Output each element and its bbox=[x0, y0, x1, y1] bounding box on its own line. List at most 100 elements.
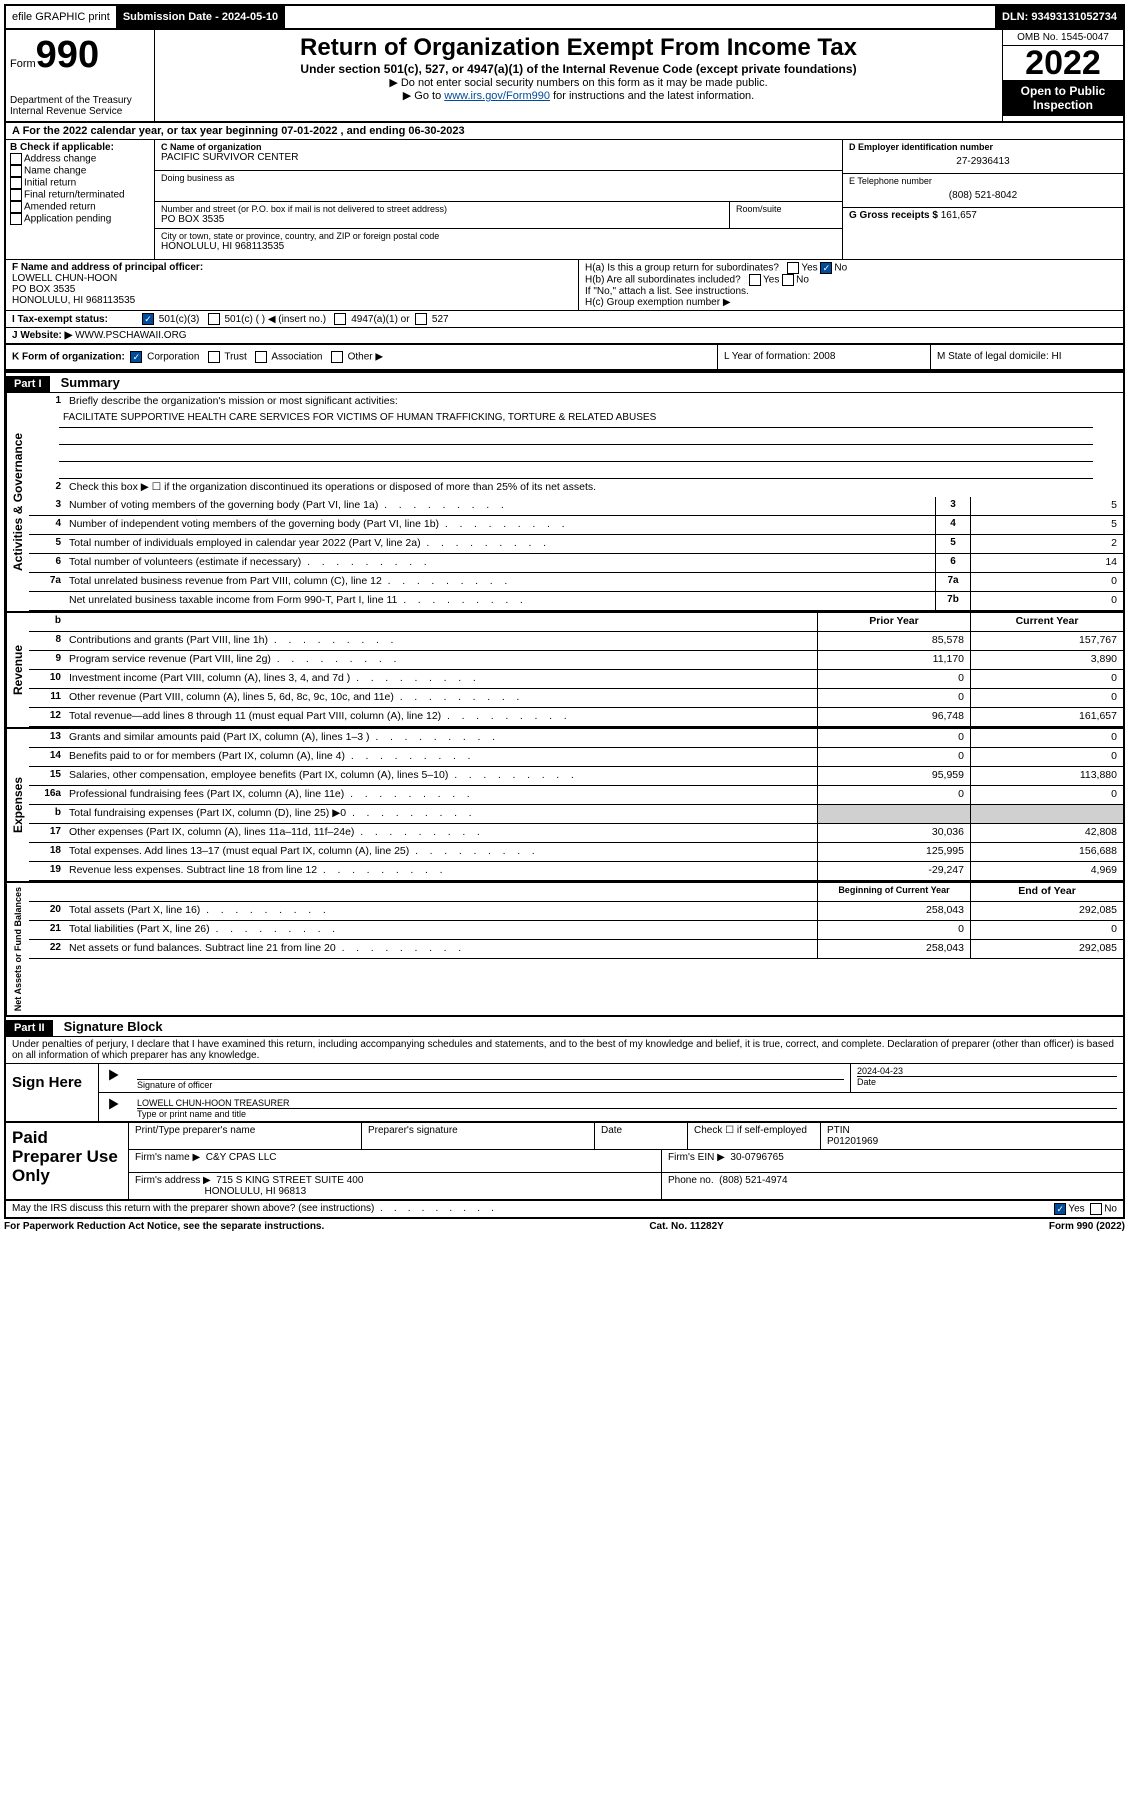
hdr-b: b bbox=[29, 613, 65, 631]
chk-501c[interactable] bbox=[208, 313, 220, 325]
note2-pre: ▶ Go to bbox=[403, 90, 444, 102]
officer-addr2: HONOLULU, HI 968113535 bbox=[12, 295, 572, 306]
table-row: 8Contributions and grants (Part VIII, li… bbox=[29, 632, 1123, 651]
mission-blank1 bbox=[59, 428, 1093, 445]
mission-blank3 bbox=[59, 462, 1093, 479]
sign-right: ⯈ Signature of officer 2024-04-23 Date ⯈… bbox=[99, 1064, 1123, 1121]
tel-label: E Telephone number bbox=[849, 176, 1117, 186]
chk-corp[interactable] bbox=[130, 351, 142, 363]
org-name-label: C Name of organization bbox=[161, 142, 836, 152]
firm-addr-cell: Firm's address ▶ 715 S KING STREET SUITE… bbox=[129, 1173, 662, 1199]
part1-title: Summary bbox=[53, 373, 128, 392]
chk-initial-return[interactable]: Initial return bbox=[10, 177, 150, 189]
chk-app-pending[interactable]: Application pending bbox=[10, 213, 150, 225]
firm-phone: (808) 521-4974 bbox=[719, 1175, 787, 1186]
table-row: 13Grants and similar amounts paid (Part … bbox=[29, 729, 1123, 748]
row-j-website: J Website: ▶ WWW.PSCHAWAII.ORG bbox=[4, 328, 1125, 344]
ptin-value: P01201969 bbox=[827, 1136, 878, 1147]
officer-name: LOWELL CHUN-HOON bbox=[12, 273, 572, 284]
firm-name: C&Y CPAS LLC bbox=[206, 1152, 277, 1163]
hdr-prior-year: Prior Year bbox=[817, 613, 970, 631]
chk-label: Final return/terminated bbox=[24, 190, 125, 201]
dln-label: DLN: 93493131052734 bbox=[996, 6, 1123, 28]
firm-phone-label: Phone no. bbox=[668, 1175, 714, 1186]
chk-label: Name change bbox=[24, 166, 86, 177]
tax-status-label: I Tax-exempt status: bbox=[12, 314, 142, 325]
chk-501c3[interactable] bbox=[142, 313, 154, 325]
addr-label: Number and street (or P.O. box if mail i… bbox=[161, 204, 723, 214]
form-ref: Form 990 (2022) bbox=[1049, 1221, 1125, 1232]
form-title: Return of Organization Exempt From Incom… bbox=[163, 34, 994, 62]
preparer-name-hdr: Print/Type preparer's name bbox=[129, 1123, 362, 1149]
opt-527: 527 bbox=[432, 314, 449, 325]
form-of-org: K Form of organization: Corporation Trus… bbox=[6, 345, 718, 369]
ptin-cell: PTIN P01201969 bbox=[821, 1123, 1123, 1149]
org-name-cell: C Name of organization PACIFIC SURVIVOR … bbox=[155, 140, 842, 171]
ha-row: H(a) Is this a group return for subordin… bbox=[585, 262, 1117, 274]
top-bar: efile GRAPHIC print Submission Date - 20… bbox=[4, 4, 1125, 30]
chk-other[interactable] bbox=[331, 351, 343, 363]
table-row: 5Total number of individuals employed in… bbox=[29, 535, 1123, 554]
discuss-row: May the IRS discuss this return with the… bbox=[4, 1201, 1125, 1219]
opt-assoc: Association bbox=[271, 352, 322, 363]
governance-body: 1 Briefly describe the organization's mi… bbox=[29, 393, 1123, 611]
table-row: 11Other revenue (Part VIII, column (A), … bbox=[29, 689, 1123, 708]
line-1: 1 Briefly describe the organization's mi… bbox=[29, 393, 1123, 411]
hb-row: H(b) Are all subordinates included? Yes … bbox=[585, 274, 1117, 286]
hdr-spacer bbox=[65, 613, 817, 631]
hdr-current-year: Current Year bbox=[970, 613, 1123, 631]
form-header: Form990 Department of the Treasury Inter… bbox=[4, 30, 1125, 123]
perjury-declaration: Under penalties of perjury, I declare th… bbox=[4, 1037, 1125, 1064]
website-label: J Website: ▶ bbox=[12, 330, 72, 341]
chk-amended[interactable]: Amended return bbox=[10, 201, 150, 213]
header-right: OMB No. 1545-0047 2022 Open to Public In… bbox=[1002, 30, 1123, 121]
header-center: Return of Organization Exempt From Incom… bbox=[155, 30, 1002, 121]
submission-date-button[interactable]: Submission Date - 2024-05-10 bbox=[117, 6, 285, 28]
hdr-end: End of Year bbox=[970, 883, 1123, 901]
chk-assoc[interactable] bbox=[255, 351, 267, 363]
spacer bbox=[285, 6, 996, 28]
net-assets-block: Net Assets or Fund Balances Beginning of… bbox=[4, 883, 1125, 1017]
form-word: Form bbox=[10, 58, 36, 70]
chk-trust[interactable] bbox=[208, 351, 220, 363]
side-expenses: Expenses bbox=[6, 729, 29, 881]
paid-row-2: Firm's name ▶ C&Y CPAS LLC Firm's EIN ▶ … bbox=[129, 1150, 1123, 1173]
section-bcd: B Check if applicable: Address change Na… bbox=[4, 140, 1125, 259]
table-row: 12Total revenue—add lines 8 through 11 (… bbox=[29, 708, 1123, 727]
row-f: F Name and address of principal officer:… bbox=[4, 259, 1125, 310]
form-subtitle: Under section 501(c), 527, or 4947(a)(1)… bbox=[163, 62, 994, 76]
note1: ▶ Do not enter social security numbers o… bbox=[163, 76, 994, 89]
irs-link[interactable]: www.irs.gov/Form990 bbox=[444, 90, 550, 102]
address-cell: Number and street (or P.O. box if mail i… bbox=[155, 202, 842, 229]
tel-value: (808) 521-8042 bbox=[849, 186, 1117, 205]
irs-label: Internal Revenue Service bbox=[10, 106, 150, 117]
paperwork-notice: For Paperwork Reduction Act Notice, see … bbox=[4, 1221, 324, 1232]
chk-4947[interactable] bbox=[334, 313, 346, 325]
officer-addr1: PO BOX 3535 bbox=[12, 284, 572, 295]
chk-address-change[interactable]: Address change bbox=[10, 153, 150, 165]
part2-title: Signature Block bbox=[56, 1017, 171, 1036]
ein-value: 27-2936413 bbox=[849, 152, 1117, 171]
paid-row-3: Firm's address ▶ 715 S KING STREET SUITE… bbox=[129, 1173, 1123, 1199]
chk-label: Address change bbox=[24, 154, 96, 165]
header-left: Form990 Department of the Treasury Inter… bbox=[6, 30, 155, 121]
chk-527[interactable] bbox=[415, 313, 427, 325]
sign-section: Sign Here ⯈ Signature of officer 2024-04… bbox=[4, 1064, 1125, 1123]
chk-name-change[interactable]: Name change bbox=[10, 165, 150, 177]
table-row: 20Total assets (Part X, line 16)258,0432… bbox=[29, 902, 1123, 921]
room-label: Room/suite bbox=[730, 202, 842, 228]
revenue-block: Revenue b Prior Year Current Year 8Contr… bbox=[4, 613, 1125, 729]
dept-label: Department of the Treasury bbox=[10, 95, 150, 106]
form-number: Form990 bbox=[10, 34, 150, 77]
hdr-beginning: Beginning of Current Year bbox=[817, 883, 970, 901]
table-row: 16aProfessional fundraising fees (Part I… bbox=[29, 786, 1123, 805]
gross-value: 161,657 bbox=[941, 210, 977, 221]
dba-cell: Doing business as bbox=[155, 171, 842, 202]
part2-header-row: Part II Signature Block bbox=[4, 1017, 1125, 1037]
sig-date-label: Date bbox=[857, 1076, 1117, 1087]
chk-final-return[interactable]: Final return/terminated bbox=[10, 189, 150, 201]
table-row: 22Net assets or fund balances. Subtract … bbox=[29, 940, 1123, 959]
side-governance: Activities & Governance bbox=[6, 393, 29, 611]
ein-cell: D Employer identification number 27-2936… bbox=[843, 140, 1123, 174]
firm-addr1: 715 S KING STREET SUITE 400 bbox=[216, 1175, 363, 1186]
